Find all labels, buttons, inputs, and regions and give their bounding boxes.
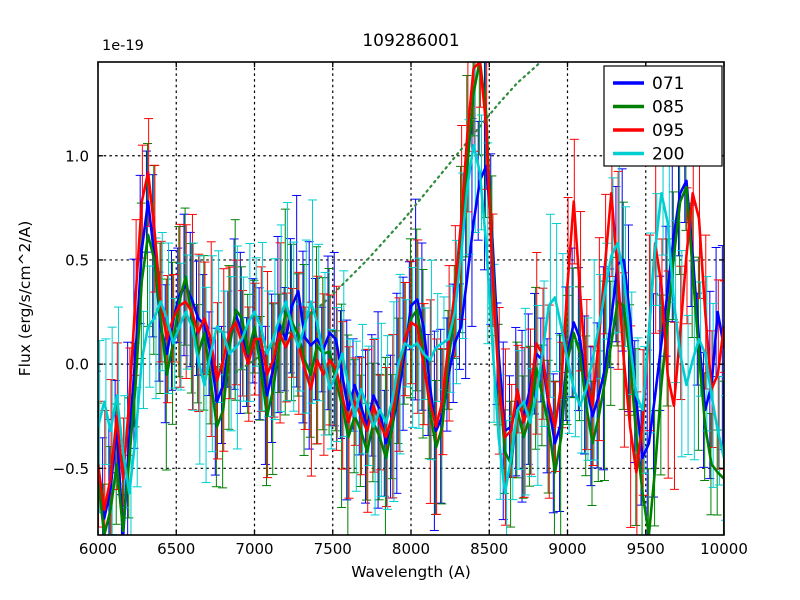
x-tick-label: 8000 <box>392 540 430 558</box>
legend-item-085[interactable]: 085 <box>613 98 684 118</box>
y-tick-label: 0.5 <box>65 251 89 269</box>
legend-label-085: 085 <box>652 98 684 118</box>
x-tick-label: 9000 <box>548 540 586 558</box>
x-tick-label: 6500 <box>157 540 195 558</box>
legend-label-071: 071 <box>652 74 684 94</box>
x-axis-label: Wavelength (A) <box>351 563 471 581</box>
plot-title: 109286001 <box>362 31 459 51</box>
legend-item-071[interactable]: 071 <box>613 74 684 94</box>
y-axis-offset-text: 1e-19 <box>102 38 144 54</box>
x-tick-label: 7500 <box>314 540 352 558</box>
y-tick-label: −0.5 <box>53 460 89 478</box>
x-tick-label: 6000 <box>79 540 117 558</box>
y-tick-label: 0.0 <box>65 356 89 374</box>
legend-item-200[interactable]: 200 <box>613 145 684 165</box>
series-layer <box>98 62 724 535</box>
series-line-095 <box>98 62 724 512</box>
x-tick-label: 10000 <box>700 540 748 558</box>
y-axis-label: Flux (erg/s/cm^2/A) <box>16 221 34 377</box>
series-line-200 <box>98 144 724 495</box>
x-tick-label: 9500 <box>627 540 665 558</box>
model-curve <box>234 62 542 374</box>
legend-label-200: 200 <box>652 145 684 165</box>
model-curve-layer <box>234 62 542 374</box>
legend-label-095: 095 <box>652 121 684 141</box>
text-layer: 6000 6500 7000 7500 8000 8500 9000 9500 10000 −0.… <box>16 31 748 581</box>
x-tick-label: 8500 <box>470 540 508 558</box>
plot-legend[interactable]: 071 085 095 200 <box>603 65 723 167</box>
x-tick-label: 7000 <box>235 540 273 558</box>
grid-layer <box>98 62 724 535</box>
legend-item-095[interactable]: 095 <box>613 121 684 141</box>
y-tick-label: 1.0 <box>65 147 89 165</box>
